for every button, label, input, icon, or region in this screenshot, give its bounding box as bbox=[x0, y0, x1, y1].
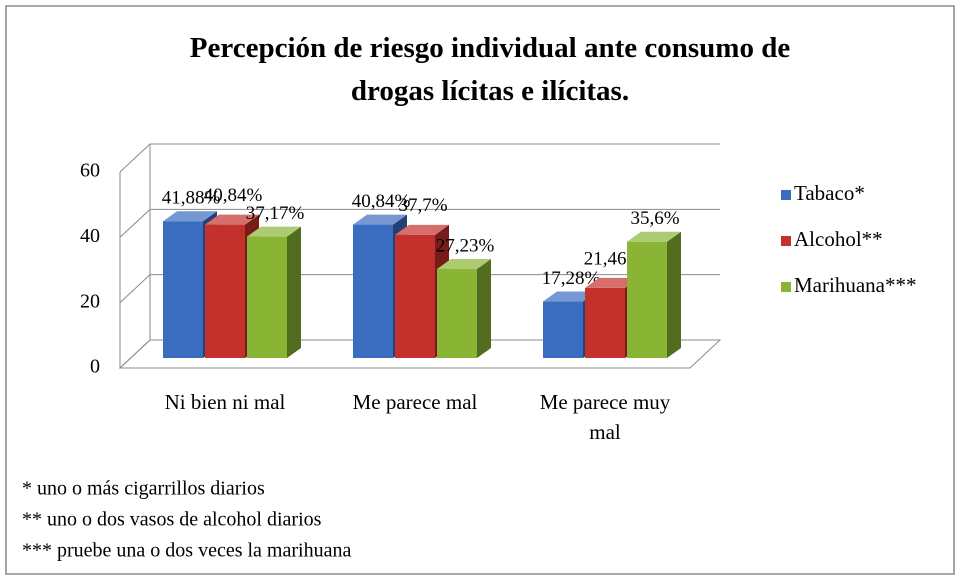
bar bbox=[247, 226, 301, 358]
legend-swatch bbox=[781, 190, 791, 200]
bar-top bbox=[247, 226, 301, 237]
legend-label: Marihuana*** bbox=[794, 273, 916, 297]
bar-top bbox=[437, 259, 491, 270]
bar-top bbox=[627, 231, 681, 242]
bar-front bbox=[205, 224, 245, 358]
footnote: * uno o más cigarrillos diarios bbox=[22, 478, 265, 500]
value-label: 27,23% bbox=[436, 235, 495, 256]
bar bbox=[627, 231, 681, 358]
value-label: 17,28% bbox=[542, 268, 601, 289]
footnote: *** pruebe una o dos veces la marihuana bbox=[22, 540, 351, 562]
x-tick-label: Ni bien ni mal bbox=[165, 390, 286, 414]
bar-front bbox=[585, 287, 625, 358]
value-label: 35,6% bbox=[630, 208, 679, 229]
x-tick-label: Me parece mal bbox=[353, 390, 478, 414]
bar-top bbox=[205, 214, 259, 225]
y-tick-label: 0 bbox=[90, 356, 100, 378]
bar-front bbox=[163, 221, 203, 358]
footnote: ** uno o dos vasos de alcohol diarios bbox=[22, 509, 322, 531]
bar-top bbox=[585, 277, 639, 288]
bar-top bbox=[395, 224, 449, 235]
legend-swatch bbox=[781, 236, 791, 246]
bar-top bbox=[543, 291, 597, 302]
bar-front bbox=[627, 241, 667, 358]
bar-side bbox=[477, 259, 491, 358]
value-label: 37,17% bbox=[246, 203, 305, 224]
y-tick-label: 60 bbox=[80, 160, 100, 182]
value-label: 40,84% bbox=[204, 185, 263, 206]
bar bbox=[437, 259, 491, 358]
y-tick-label: 40 bbox=[80, 225, 100, 247]
legend-label: Alcohol** bbox=[794, 227, 883, 251]
bar-side bbox=[667, 231, 681, 358]
value-label: 40,84% bbox=[352, 191, 411, 212]
bar-top bbox=[353, 214, 407, 225]
legend-swatch bbox=[781, 282, 791, 292]
bar-front bbox=[247, 236, 287, 358]
y-tick-label: 20 bbox=[80, 290, 100, 312]
bar-front bbox=[543, 301, 583, 358]
chart-title: Percepción de riesgo individual ante con… bbox=[190, 32, 791, 107]
bar-front bbox=[353, 224, 393, 358]
value-label: 37,7% bbox=[398, 195, 447, 216]
bar-side bbox=[287, 226, 301, 358]
value-label: 41,88% bbox=[162, 188, 221, 209]
bar-top bbox=[163, 211, 217, 222]
bar-front bbox=[395, 234, 435, 358]
legend-label: Tabaco* bbox=[794, 181, 865, 205]
x-tick-label: Me parece muy mal bbox=[540, 390, 671, 444]
bar-front bbox=[437, 269, 477, 358]
